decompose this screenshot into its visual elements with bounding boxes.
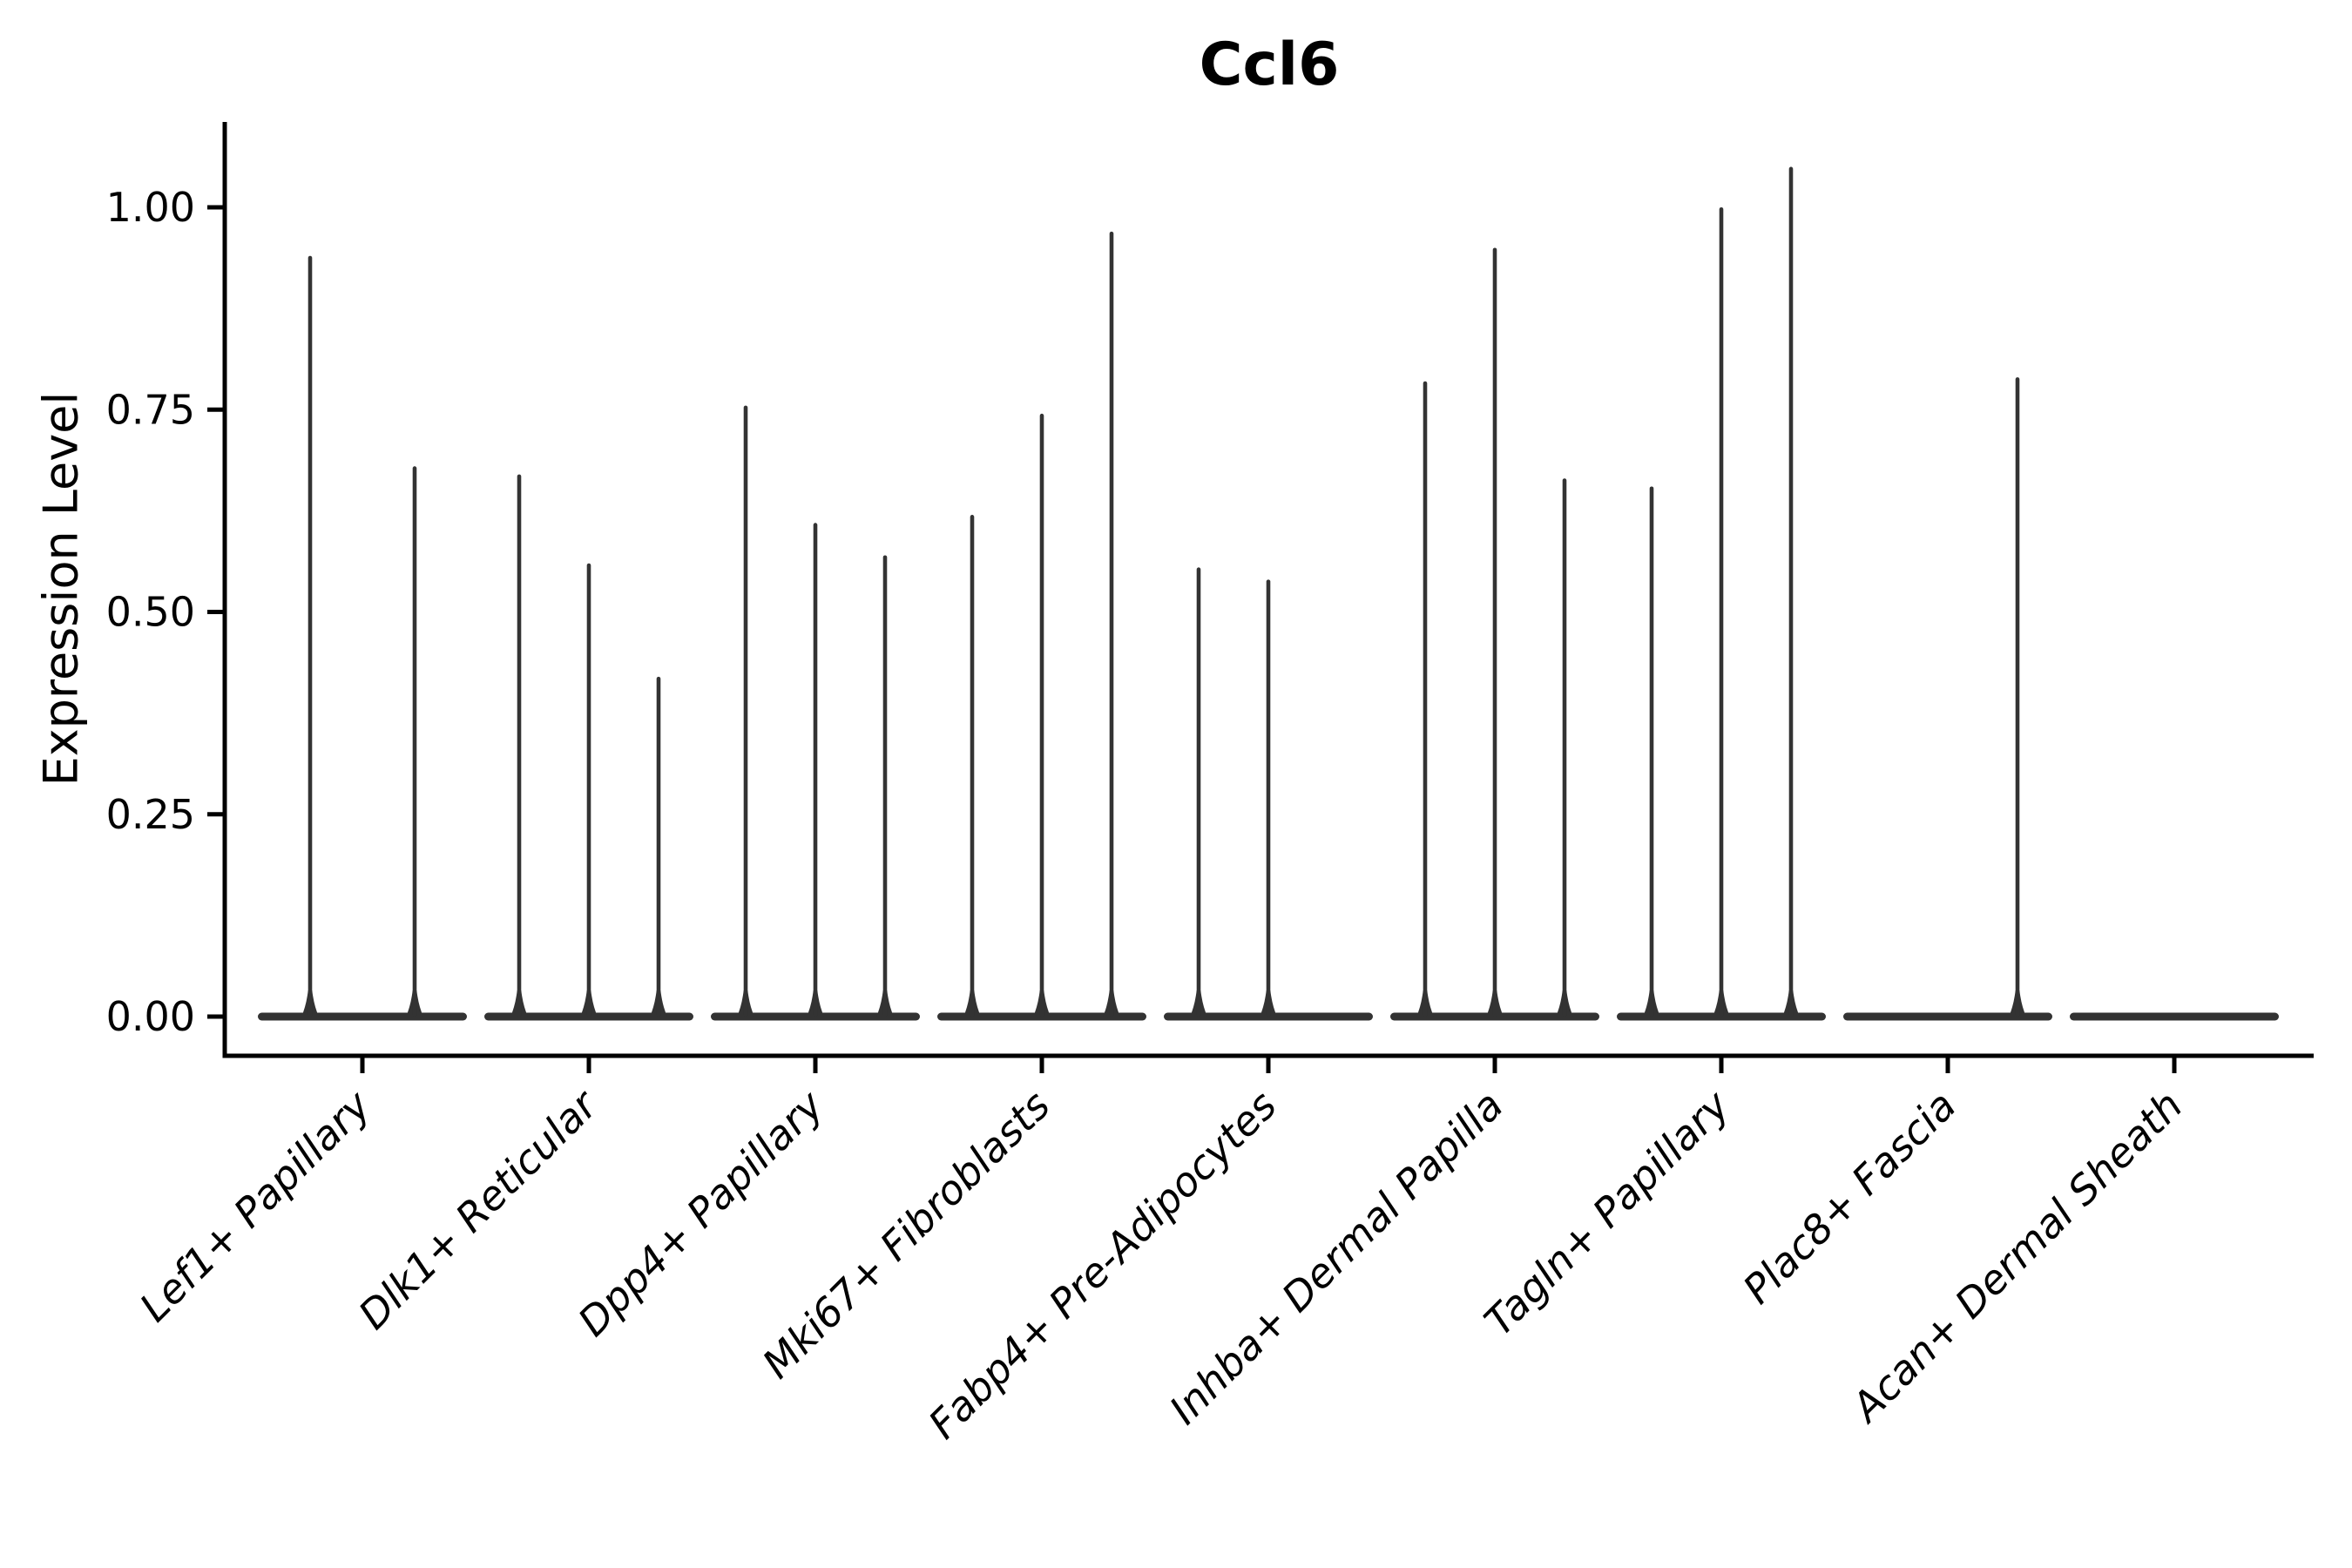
violin-spike: [1039, 413, 1044, 1017]
violin-baseline: [1843, 1012, 2052, 1021]
y-tick-label: 0.25: [106, 791, 195, 838]
violin-spike: [1196, 567, 1201, 1017]
violin-spike: [517, 474, 522, 1017]
violin-spike: [656, 676, 661, 1017]
violin-spike: [308, 255, 313, 1017]
x-tick-label: Dpp4+ Papillary: [569, 1081, 833, 1345]
violin-spike: [743, 405, 748, 1017]
violin-spike: [2015, 377, 2020, 1017]
violin-spike: [882, 555, 888, 1017]
violin-spike: [1492, 247, 1497, 1017]
violin-spike: [1649, 486, 1654, 1017]
violin-spike: [970, 515, 975, 1017]
x-tick-label: Tagln+ Papillary: [1475, 1081, 1739, 1345]
x-tick-label: Dlk1+ Reticular: [349, 1079, 608, 1338]
y-tick-label: 1.00: [106, 184, 195, 231]
violin-spike: [1719, 207, 1724, 1017]
violin-spike: [1788, 166, 1794, 1017]
violin-spike: [1423, 381, 1428, 1017]
y-tick-label: 0.50: [106, 589, 195, 636]
violin-spike: [412, 466, 417, 1017]
chart-title: Ccl6: [1199, 30, 1340, 99]
violin-spike: [586, 563, 591, 1017]
x-tick-label: Lef1+ Papillary: [131, 1081, 380, 1330]
y-tick-label: 0.75: [106, 386, 195, 433]
y-tick-label: 0.00: [106, 993, 195, 1040]
violin-baseline: [258, 1012, 467, 1021]
violin-spike: [1266, 579, 1271, 1017]
violin-spike: [1562, 478, 1567, 1017]
violin-spike: [813, 523, 818, 1017]
x-tick-label: Plac8+ Fascia: [1734, 1082, 1964, 1313]
violin-baseline: [2070, 1012, 2279, 1021]
violin-spike: [1109, 231, 1114, 1017]
